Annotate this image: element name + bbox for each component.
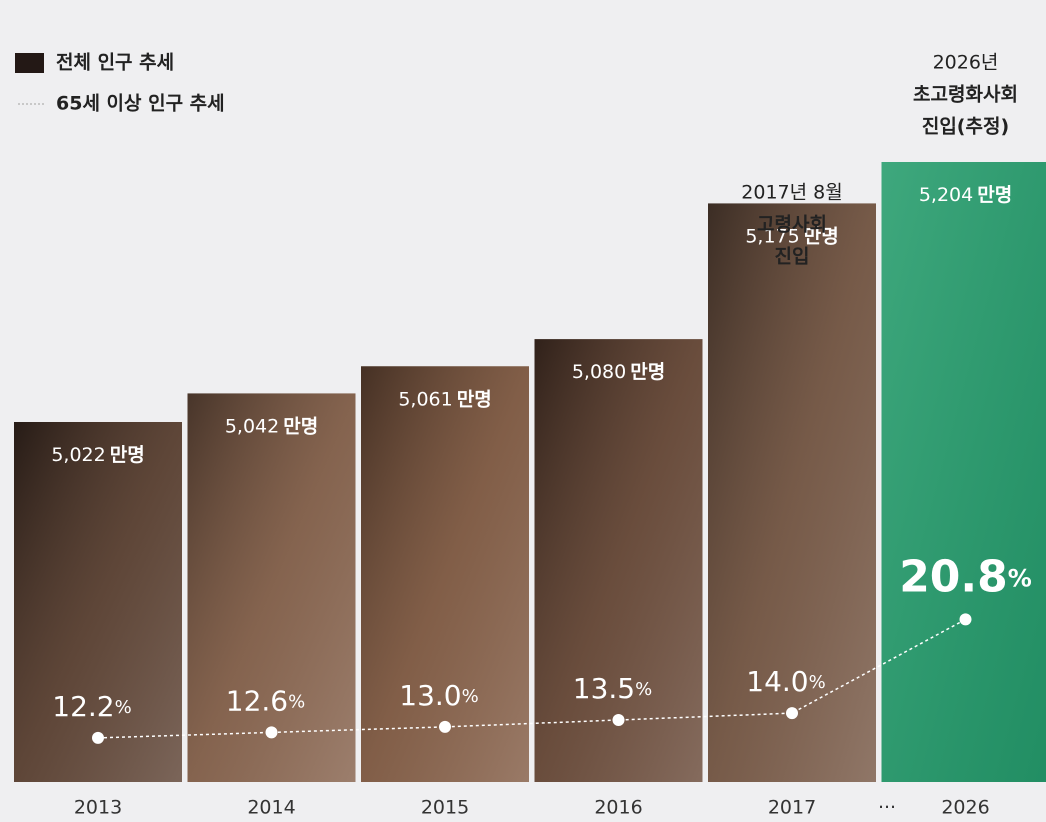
value-number: 5,022 (51, 444, 105, 466)
value-unit: 만명 (630, 361, 665, 383)
annotation: 진입(추정) (922, 116, 1009, 138)
value-number: 5,061 (398, 388, 452, 410)
point-label: 20.8% (899, 551, 1032, 602)
value-number: 12.2 (52, 690, 114, 723)
bar-value-label: 5,204 만명 (919, 184, 1012, 206)
point-label: 14.0% (746, 665, 825, 698)
point-label: 12.2% (52, 690, 131, 723)
value-number: 14.0 (746, 665, 808, 698)
point (959, 613, 972, 626)
point (786, 707, 798, 720)
x-tick-label: 2016 (594, 797, 642, 819)
legend-swatch (15, 53, 44, 73)
point-label: 12.6% (226, 684, 305, 717)
bar-value-label: 5,175 만명 (745, 225, 838, 247)
value-unit: % (462, 686, 479, 707)
legend-label: 65세 이상 인구 추세 (56, 93, 225, 115)
point-label: 13.0% (399, 679, 478, 712)
annotation: 고령사회 (757, 214, 827, 236)
value-number: 5,080 (572, 361, 626, 383)
value-unit: 만명 (283, 415, 318, 437)
bar-texture (361, 366, 529, 782)
bar-texture (534, 339, 703, 782)
value-unit: % (115, 697, 132, 718)
bar-texture (708, 203, 876, 782)
annotation: 진입 (775, 246, 810, 268)
bar-texture (187, 393, 356, 782)
point (612, 714, 625, 726)
bar-texture (14, 422, 182, 782)
value-unit: 만명 (457, 388, 492, 410)
x-tick-label: 2015 (421, 797, 469, 819)
value-unit: 만명 (110, 444, 145, 466)
value-unit: % (288, 691, 305, 712)
bar-value-label: 5,022 만명 (51, 444, 144, 466)
annotation: 2026년 (933, 52, 999, 74)
annotation: 초고령화사회 (913, 84, 1018, 106)
value-number: 12.6 (226, 684, 288, 717)
value-unit: % (1008, 564, 1032, 592)
x-tick-label: 2026 (941, 797, 989, 819)
value-number: 5,042 (225, 415, 279, 437)
value-number: 20.8 (899, 551, 1008, 602)
value-unit: % (635, 679, 652, 700)
annotation: 2017년 8월 (741, 182, 842, 204)
value-number: 13.0 (399, 679, 461, 712)
point (265, 726, 278, 739)
x-tick-label: 2017 (768, 797, 816, 819)
value-unit: 만명 (977, 184, 1012, 206)
bar-texture (881, 162, 1046, 782)
point (92, 731, 104, 744)
value-unit: 만명 (804, 225, 839, 247)
bar-value-label: 5,042 만명 (225, 415, 318, 437)
x-tick-label: 2014 (247, 797, 295, 819)
value-number: 5,175 (745, 225, 799, 247)
point (439, 720, 451, 733)
x-tick-label: 2013 (74, 797, 122, 819)
gap-marker: ··· (878, 797, 896, 819)
value-number: 5,204 (919, 184, 973, 206)
trend-line (97, 618, 966, 739)
legend-label: 전체 인구 추세 (56, 52, 174, 74)
value-unit: % (809, 672, 826, 693)
bar-value-label: 5,061 만명 (398, 388, 491, 410)
bar-value-label: 5,080 만명 (572, 361, 665, 383)
value-number: 13.5 (573, 672, 635, 705)
point-label: 13.5% (573, 672, 652, 705)
